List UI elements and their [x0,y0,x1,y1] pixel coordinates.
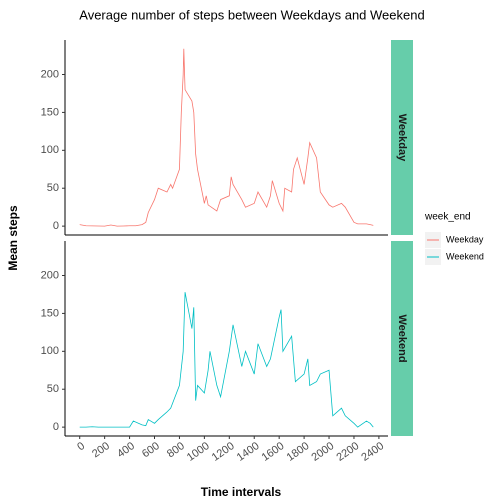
y-axis-label: Mean steps [6,205,20,271]
legend-title: week_end [424,212,471,223]
y-tick-label: 200 [41,269,59,281]
y-tick-label: 100 [41,345,59,357]
facet-strip-label: Weekend [396,314,408,362]
y-tick-label: 0 [53,220,59,232]
y-tick-label: 150 [41,307,59,319]
facet-strip [391,241,413,436]
chart-title: Average number of steps between Weekdays… [79,7,424,22]
data-line [79,292,374,428]
y-tick-label: 50 [47,182,59,194]
y-tick-label: 100 [41,144,59,156]
y-tick-label: 150 [41,106,59,118]
data-line [79,48,374,227]
x-tick-label: 0 [75,440,87,453]
x-axis-label: Time intervals [201,485,282,499]
y-tick-label: 0 [53,421,59,433]
y-tick-label: 50 [47,383,59,395]
legend-label: Weekday [446,234,484,244]
legend-label: Weekend [446,251,484,261]
y-tick-label: 200 [41,68,59,80]
facet-strip [391,40,413,235]
facet-strip-label: Weekday [396,114,408,162]
